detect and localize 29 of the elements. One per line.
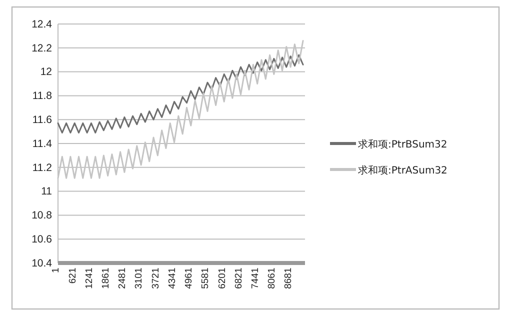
y-tick-label: 12: [40, 66, 52, 78]
x-tick-label: 621: [67, 268, 78, 284]
x-tick-label: 1241: [84, 268, 95, 289]
x-tick-label: 6821: [233, 268, 244, 289]
x-tick-label: 2481: [117, 268, 128, 289]
y-tick-label: 11.4: [32, 138, 52, 150]
x-tick-label: 3101: [134, 268, 145, 289]
y-tick-label: 11.8: [32, 90, 52, 102]
x-tick-label: 3721: [150, 268, 162, 289]
x-tick-label: 4341: [166, 268, 178, 289]
x-tick-label: 8061: [266, 268, 278, 289]
x-tick-label: 7441: [250, 268, 262, 289]
legend-label: 求和项:PtrASum32: [358, 164, 448, 176]
x-tick-label: 4961: [184, 268, 195, 289]
x-tick-label: 8681: [283, 268, 294, 289]
x-tick-label: 1: [50, 268, 62, 274]
y-tick-label: 10.4: [32, 257, 52, 270]
y-tick-label: 10.6: [32, 233, 52, 246]
y-tick-label: 12.4: [32, 18, 52, 30]
y-tick-label: 11.6: [32, 114, 52, 126]
x-tick-label: 6201: [216, 268, 228, 289]
x-tick-label: 5581: [200, 268, 212, 289]
x-tick-label: 1861: [100, 268, 112, 289]
legend-label: 求和项:PtrBSum32: [358, 138, 448, 150]
y-tick-label: 12.2: [32, 42, 52, 54]
y-tick-label: 11.2: [32, 162, 52, 174]
line-series: [57, 54, 304, 134]
y-tick-label: 10.8: [32, 210, 52, 222]
y-tick-label: 11: [41, 186, 52, 198]
